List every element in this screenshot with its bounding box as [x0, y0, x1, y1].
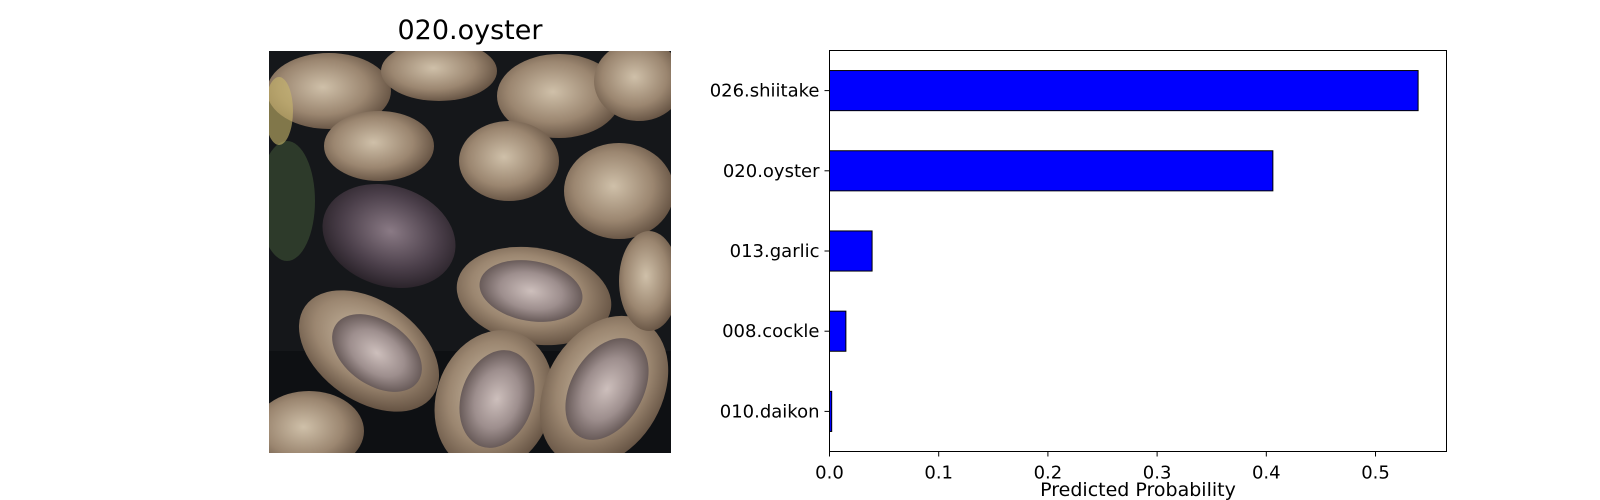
x-axis-label: Predicted Probability — [1040, 479, 1236, 500]
y-tick-label: 013.garlic — [730, 241, 820, 262]
x-tick-label: 0.2 — [1034, 463, 1063, 484]
bar-020-oyster — [829, 150, 1274, 192]
bar-008-cockle — [829, 310, 847, 352]
y-tick-label: 008.cockle — [722, 321, 819, 342]
y-axis: 026.shiitake 020.oyster 013.garlic 008.cock… — [710, 81, 830, 422]
bar-026-shiitake — [829, 70, 1419, 112]
oyster-photo-illustration — [269, 51, 671, 453]
x-tick-label: 0.3 — [1143, 463, 1172, 484]
x-tick-label: 0.1 — [924, 463, 953, 484]
x-tick-label: 0.0 — [815, 463, 844, 484]
y-tick-label: 026.shiitake — [710, 81, 820, 102]
x-tick-label: 0.5 — [1361, 463, 1390, 484]
bar-013-garlic — [829, 230, 873, 272]
y-tick-label: 010.daikon — [720, 401, 820, 422]
oyster-photo — [269, 51, 671, 453]
x-tick-label: 0.4 — [1252, 463, 1281, 484]
x-axis: 0.0 0.1 0.2 0.3 0.4 0.5 — [815, 451, 1390, 484]
image-title: 020.oyster — [397, 15, 543, 46]
y-tick-label: 020.oyster — [723, 161, 820, 182]
bars-layer — [829, 70, 1419, 432]
